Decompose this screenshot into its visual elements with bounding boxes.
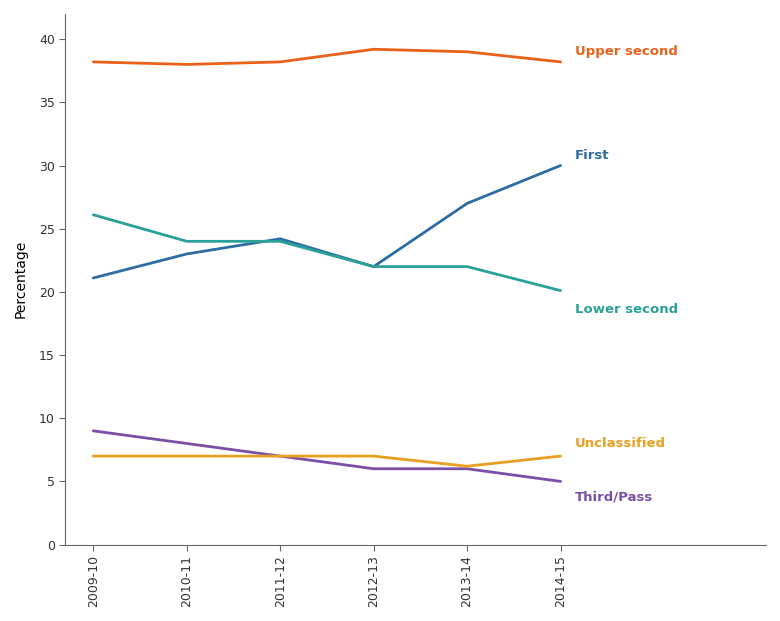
Text: Third/Pass: Third/Pass — [575, 490, 653, 503]
Y-axis label: Percentage: Percentage — [14, 240, 28, 319]
Text: Upper second: Upper second — [575, 45, 677, 58]
Text: Lower second: Lower second — [575, 303, 678, 316]
Text: Unclassified: Unclassified — [575, 437, 665, 450]
Text: First: First — [575, 149, 609, 162]
